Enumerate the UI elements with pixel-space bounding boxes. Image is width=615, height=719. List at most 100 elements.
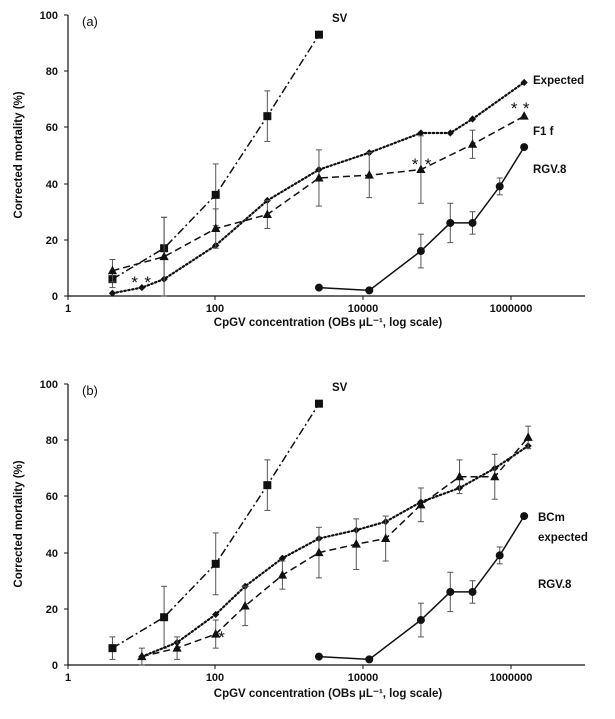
data-point [495,551,504,560]
series-label-sv-b: SV [332,382,348,394]
data-point [468,218,477,227]
data-point [365,286,374,295]
data-point [277,570,288,579]
y-tick-label: 40 [46,179,58,191]
series-line-expected [111,81,526,295]
data-point [314,283,323,292]
data-point [468,587,477,596]
data-point [160,613,169,622]
x-axis-title-b: CpGV concentration (OBs μL⁻¹, log scale) [214,688,443,700]
x-tick-label: 10000 [348,303,379,315]
data-point [314,652,323,661]
data-point [108,289,117,297]
data-point [314,399,323,408]
y-ticks-b: 0 20 40 60 80 100 [40,379,68,672]
data-point [416,164,426,174]
data-point [211,190,220,199]
data-point [211,559,220,568]
plot-area-a: * * * * * * [107,30,530,297]
x-axis-title-a: CpGV concentration (OBs μL⁻¹, log scale) [214,317,443,329]
series-bcm [137,425,533,666]
series-expected [138,442,532,661]
y-tick-label: 60 [46,122,58,134]
significance-marker: * [144,273,151,292]
x-tick-label: 100 [206,672,224,684]
series-label-expected-a: Expected [533,75,584,87]
data-point [520,78,528,87]
x-tick-label: 100 [206,303,224,315]
panel-label-b: (b) [82,383,98,398]
data-point [107,265,118,275]
x-tick-label: 1000000 [490,672,533,684]
series-expected [108,78,528,297]
series-label-rgv-a: RGV.8 [533,164,567,176]
significance-marker: * [131,273,138,292]
data-point [351,539,361,548]
data-point [314,172,324,182]
data-point [364,170,374,179]
series-label-bcm-b: BCm [538,512,565,524]
data-point [137,651,147,661]
significance-marker: * [523,99,530,118]
data-point [454,471,465,481]
y-tick-label: 40 [46,548,58,560]
y-tick-label: 20 [46,604,58,616]
series-label-f1f-a: F1 f [533,126,554,138]
y-tick-label: 0 [52,291,58,303]
x-ticks-b: 1 100 10000 1000000 [65,665,532,684]
series-sv [108,30,323,289]
panel-a: (a) Corrected mortality (%) CpGV concent… [13,10,585,329]
x-tick-label: 1000000 [490,303,533,315]
significance-marker: * [511,99,518,118]
data-point [467,139,478,148]
x-tick-label: 1 [65,303,71,315]
data-point [138,283,146,292]
series-line-rgv-8 [318,515,525,661]
data-point [490,471,500,481]
y-tick-label: 100 [40,379,58,391]
data-point [446,218,455,227]
data-point [519,111,529,120]
y-ticks-a: 0 20 40 60 80 100 [40,10,68,303]
data-point [520,512,529,521]
data-point [417,129,425,137]
data-point [314,547,324,557]
data-point [262,209,272,219]
data-point [416,247,425,256]
significance-marker: * [425,155,432,174]
data-point [240,600,250,610]
data-point [211,629,221,638]
significance-marker: * [218,628,225,647]
y-tick-label: 0 [52,660,58,672]
y-axis-title-b: Corrected mortality (%) [13,460,25,587]
series-sv [108,399,323,660]
significance-marker: * [412,155,419,174]
data-point [446,129,454,137]
data-point [211,223,221,233]
data-point [416,616,425,625]
series-label-rgv-b: RGV.8 [538,579,572,591]
data-point [263,112,272,121]
series-f1-f [107,111,529,297]
series-line-expected [140,444,530,658]
data-point [468,115,477,123]
data-point [416,499,426,509]
data-point [278,554,287,562]
x-ticks-a: 1 100 10000 1000000 [65,296,532,315]
y-tick-label: 60 [46,491,58,503]
y-tick-label: 100 [40,10,58,22]
data-point [446,587,455,596]
data-point [520,143,529,152]
data-point [365,655,374,664]
series-rgv-8 [314,143,529,295]
data-point [495,182,504,191]
series-label-expected-b: expected [538,532,588,544]
x-tick-label: 1 [65,672,71,684]
data-point [263,481,272,490]
panel-b: (b) Corrected mortality (%) CpGV concent… [13,379,588,700]
data-point [314,30,323,39]
y-axis-title-a: Corrected mortality (%) [13,91,25,218]
series-label-sv-a: SV [332,13,348,25]
y-tick-label: 80 [46,435,58,447]
